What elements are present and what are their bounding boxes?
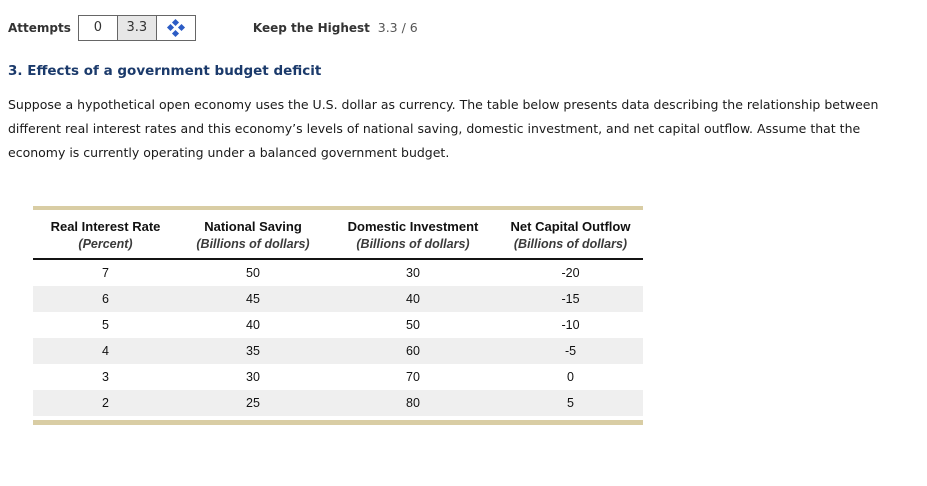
attempts-score: 3.3 [116, 15, 156, 40]
table-header-row: Real Interest Rate National Saving Domes… [33, 210, 643, 235]
table-row: 4 35 60 -5 [33, 338, 643, 364]
table-cell: 4 [102, 344, 109, 358]
table-row: 5 40 50 -10 [33, 312, 643, 338]
attempts-box-group: 0 3.3 [77, 14, 196, 41]
table: Real Interest Rate National Saving Domes… [33, 210, 643, 416]
attempts-bar: Attempts 0 3.3 Keep the Highest 3.3 / 6 [8, 14, 927, 41]
table-cell: 70 [406, 370, 420, 384]
table-cell: 5 [102, 318, 109, 332]
column-header: Net Capital Outflow [510, 219, 631, 234]
table-row: 6 45 40 -15 [33, 286, 643, 312]
table-cell: 45 [246, 292, 260, 306]
table-cell: 7 [102, 266, 109, 280]
keep-highest: Keep the Highest 3.3 / 6 [253, 20, 418, 35]
table-cell: 60 [406, 344, 420, 358]
quiz-page: { "attempts_bar": { "label": "Attempts",… [0, 14, 927, 486]
table-cell: 25 [246, 396, 260, 410]
column-units: (Billions of dollars) [178, 235, 328, 260]
table-cell: 40 [406, 292, 420, 306]
economy-data-table: Real Interest Rate National Saving Domes… [33, 206, 643, 425]
attempts-label: Attempts [8, 20, 71, 35]
table-cell: -10 [561, 318, 580, 332]
keep-highest-value: 3.3 / 6 [377, 20, 418, 35]
question-paragraph: Suppose a hypothetical open economy uses… [8, 97, 879, 160]
table-row: 2 25 80 5 [33, 390, 643, 416]
table-cell: 30 [406, 266, 420, 280]
table-top-border [33, 206, 643, 210]
table-cell: 50 [406, 318, 420, 332]
attempts-count: 0 [78, 15, 117, 40]
column-header: Real Interest Rate [50, 219, 161, 234]
keep-highest-label: Keep the Highest [252, 21, 370, 35]
table-cell: 35 [246, 344, 260, 358]
grade-it-now-button[interactable] [155, 15, 195, 40]
table-cell: 80 [406, 396, 420, 410]
table-cell: 5 [567, 396, 574, 410]
table-row: 7 50 30 -20 [33, 259, 643, 286]
column-units: (Billions of dollars) [498, 235, 643, 260]
table-cell: 40 [246, 318, 260, 332]
table-cell: 50 [246, 266, 260, 280]
column-units: (Billions of dollars) [328, 235, 498, 260]
table-header: Real Interest Rate National Saving Domes… [33, 210, 643, 260]
table-cell: 30 [246, 370, 260, 384]
table-cell: 2 [102, 396, 109, 410]
column-header: Domestic Investment [347, 219, 479, 234]
table-cell: -15 [561, 292, 580, 306]
table-cell: 3 [102, 370, 109, 384]
table-cell: -20 [561, 266, 580, 280]
table-cell: -5 [564, 344, 577, 358]
table-body: 7 50 30 -20 6 45 40 -15 5 40 50 -10 4 35 60 -5 3 30 70 0 2 25… [33, 259, 643, 416]
four-diamond-icon [166, 18, 185, 37]
column-header: National Saving [204, 219, 302, 234]
question-title: 3. Effects of a government budget defici… [8, 63, 322, 79]
table-row: 3 30 70 0 [33, 364, 643, 390]
table-cell: 0 [567, 370, 574, 384]
table-cell: 6 [102, 292, 109, 306]
table-subheader-row: (Percent) (Billions of dollars) (Billion… [33, 235, 643, 260]
table-bottom-border [33, 420, 643, 425]
column-units: (Percent) [33, 235, 178, 260]
